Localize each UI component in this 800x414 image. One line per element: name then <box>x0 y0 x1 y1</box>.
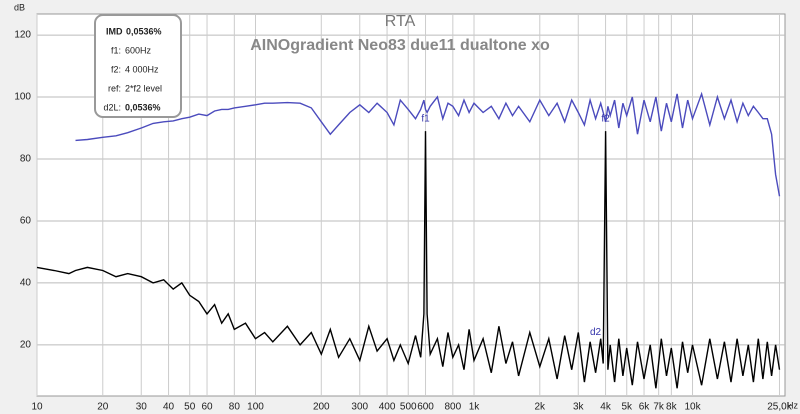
info-value: 0,0536% <box>126 26 162 36</box>
x-tick-label: 600 <box>417 402 434 413</box>
lines <box>36 91 781 389</box>
info-value: 2*f2 level <box>125 83 162 93</box>
x-tick-label: 100 <box>247 402 264 413</box>
x-tick-label: 10 <box>31 402 43 413</box>
y-tick-label: 100 <box>14 92 31 103</box>
x-tick-label: 4k <box>600 402 612 413</box>
info-box <box>94 14 182 118</box>
series-line <box>36 131 781 389</box>
x-tick-label: 60 <box>201 402 213 413</box>
info-key: f2: <box>111 64 121 74</box>
annotation: d2 <box>590 327 602 338</box>
x-tick-label: 20 <box>97 402 109 413</box>
y-tick-label: 80 <box>20 154 32 165</box>
info-key: ref: <box>108 83 121 93</box>
annotation: f1 <box>421 113 430 124</box>
x-tick-label: 8k <box>666 402 678 413</box>
x-tick-label: 500 <box>400 402 417 413</box>
series-line <box>75 91 781 197</box>
y-tick-label: 20 <box>20 340 32 351</box>
x-tick-label: 6k <box>639 402 651 413</box>
x-tick-label: 5k <box>621 402 633 413</box>
x-tick-label: 400 <box>379 402 396 413</box>
x-tick-label: 25,0k <box>767 402 792 413</box>
info-key: f1: <box>111 45 121 55</box>
info-value: 0,0536% <box>125 102 161 112</box>
x-axis-label: Hz <box>787 400 798 410</box>
y-tick-label: 120 <box>14 30 31 41</box>
x-tick-label: 80 <box>229 402 241 413</box>
chart-title: RTA <box>385 13 416 30</box>
info-key: d2L: <box>103 102 121 112</box>
chart-subtitle: AINOgradient Neo83 due11 dualtone xo <box>250 37 550 54</box>
x-tick-label: 2k <box>535 402 547 413</box>
x-tick-label: 1k <box>469 402 481 413</box>
y-tick-label: 40 <box>20 278 32 289</box>
x-tick-label: 3k <box>573 402 585 413</box>
x-tick-label: 200 <box>313 402 330 413</box>
x-tick-label: 10k <box>684 402 701 413</box>
y-tick-label: 60 <box>20 216 32 227</box>
info-value: 4 000Hz <box>125 64 159 74</box>
x-tick-label: 50 <box>184 402 196 413</box>
x-tick-label: 300 <box>351 402 368 413</box>
x-tick-label: 7k <box>653 402 665 413</box>
annotation: f2 <box>601 113 610 124</box>
x-tick-label: 30 <box>136 402 148 413</box>
info-value: 600Hz <box>125 45 152 55</box>
x-tick-label: 40 <box>163 402 175 413</box>
info-key: IMD <box>106 26 123 36</box>
y-axis-label: dB <box>14 2 25 12</box>
x-tick-label: 800 <box>444 402 461 413</box>
